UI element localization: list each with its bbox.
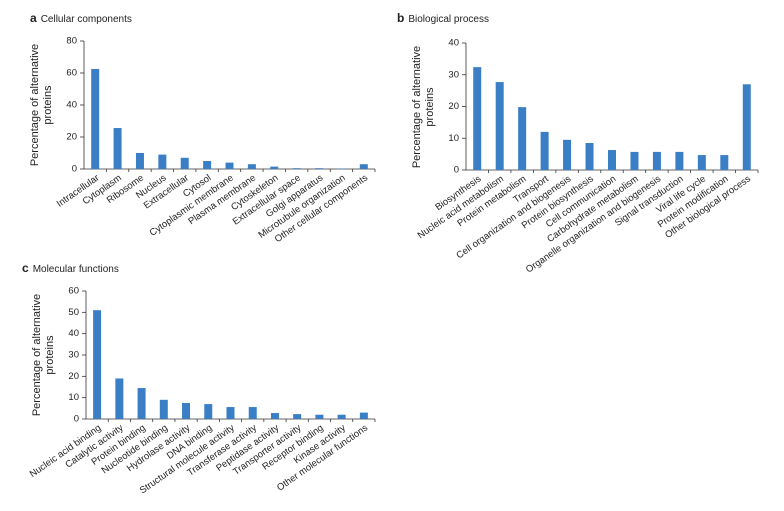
- bar: [697, 155, 706, 170]
- bar: [270, 413, 279, 419]
- bar: [203, 161, 212, 169]
- bar: [226, 407, 235, 419]
- y-tick-label: 50: [68, 307, 79, 318]
- bar: [115, 378, 124, 419]
- y-tick-label: 20: [66, 132, 77, 143]
- bar: [652, 151, 661, 170]
- bar: [135, 153, 144, 169]
- bar: [630, 151, 639, 170]
- panel-heading: a Cellular components: [30, 11, 132, 25]
- y-tick-label: 0: [72, 164, 77, 175]
- panel-heading: c Molecular functions: [22, 261, 119, 275]
- bar: [93, 310, 102, 419]
- bar: [137, 388, 146, 419]
- bar: [608, 149, 616, 170]
- bar: [180, 157, 189, 169]
- bar: [359, 412, 368, 419]
- bar: [540, 131, 549, 170]
- bar: [675, 151, 684, 170]
- bar: [225, 162, 234, 169]
- panel-heading: b Biological process: [397, 11, 489, 25]
- bar: [742, 84, 751, 170]
- bar: [563, 139, 572, 170]
- bar: [204, 404, 213, 419]
- y-tick-label: 10: [68, 392, 79, 403]
- y-tick-label: 30: [68, 350, 79, 361]
- bar: [473, 67, 482, 170]
- panel-letter: b: [397, 11, 405, 25]
- bar: [113, 128, 122, 169]
- panel-title: Cellular components: [40, 14, 132, 25]
- bar: [495, 82, 504, 170]
- y-tick-label: 0: [74, 414, 79, 425]
- y-tick-label: 20: [68, 371, 79, 382]
- panel-title: Biological process: [408, 14, 489, 25]
- y-tick-label: 30: [448, 69, 459, 80]
- y-axis-label: Percentage of alternative proteins: [29, 43, 54, 167]
- bar: [518, 107, 527, 170]
- y-tick-label: 60: [66, 68, 77, 79]
- bar: [158, 154, 167, 169]
- y-tick-label: 40: [448, 38, 459, 49]
- bar: [292, 168, 301, 169]
- bar: [293, 414, 302, 419]
- y-tick-label: 80: [66, 36, 77, 47]
- bar: [359, 164, 368, 169]
- y-axis-label: Percentage of alternative proteins: [31, 293, 56, 417]
- bar: [720, 155, 729, 170]
- bar: [247, 164, 256, 169]
- bar: [182, 403, 191, 419]
- panel-letter: a: [30, 11, 37, 25]
- y-axis-label: Percentage of alternative proteins: [411, 45, 436, 168]
- bar: [248, 407, 257, 419]
- y-tick-label: 60: [68, 286, 79, 297]
- y-tick-label: 40: [68, 328, 79, 339]
- bar: [159, 399, 168, 419]
- y-tick-label: 20: [448, 101, 459, 112]
- bar: [585, 143, 594, 170]
- y-tick-label: 0: [454, 165, 459, 176]
- bar: [270, 166, 279, 169]
- bar: [315, 414, 324, 419]
- panel-letter: c: [22, 261, 29, 275]
- bar: [315, 168, 324, 169]
- y-tick-label: 40: [66, 100, 77, 111]
- panel-title: Molecular functions: [32, 264, 119, 275]
- y-tick-label: 10: [448, 133, 459, 144]
- bar: [337, 414, 346, 419]
- bar: [91, 69, 100, 169]
